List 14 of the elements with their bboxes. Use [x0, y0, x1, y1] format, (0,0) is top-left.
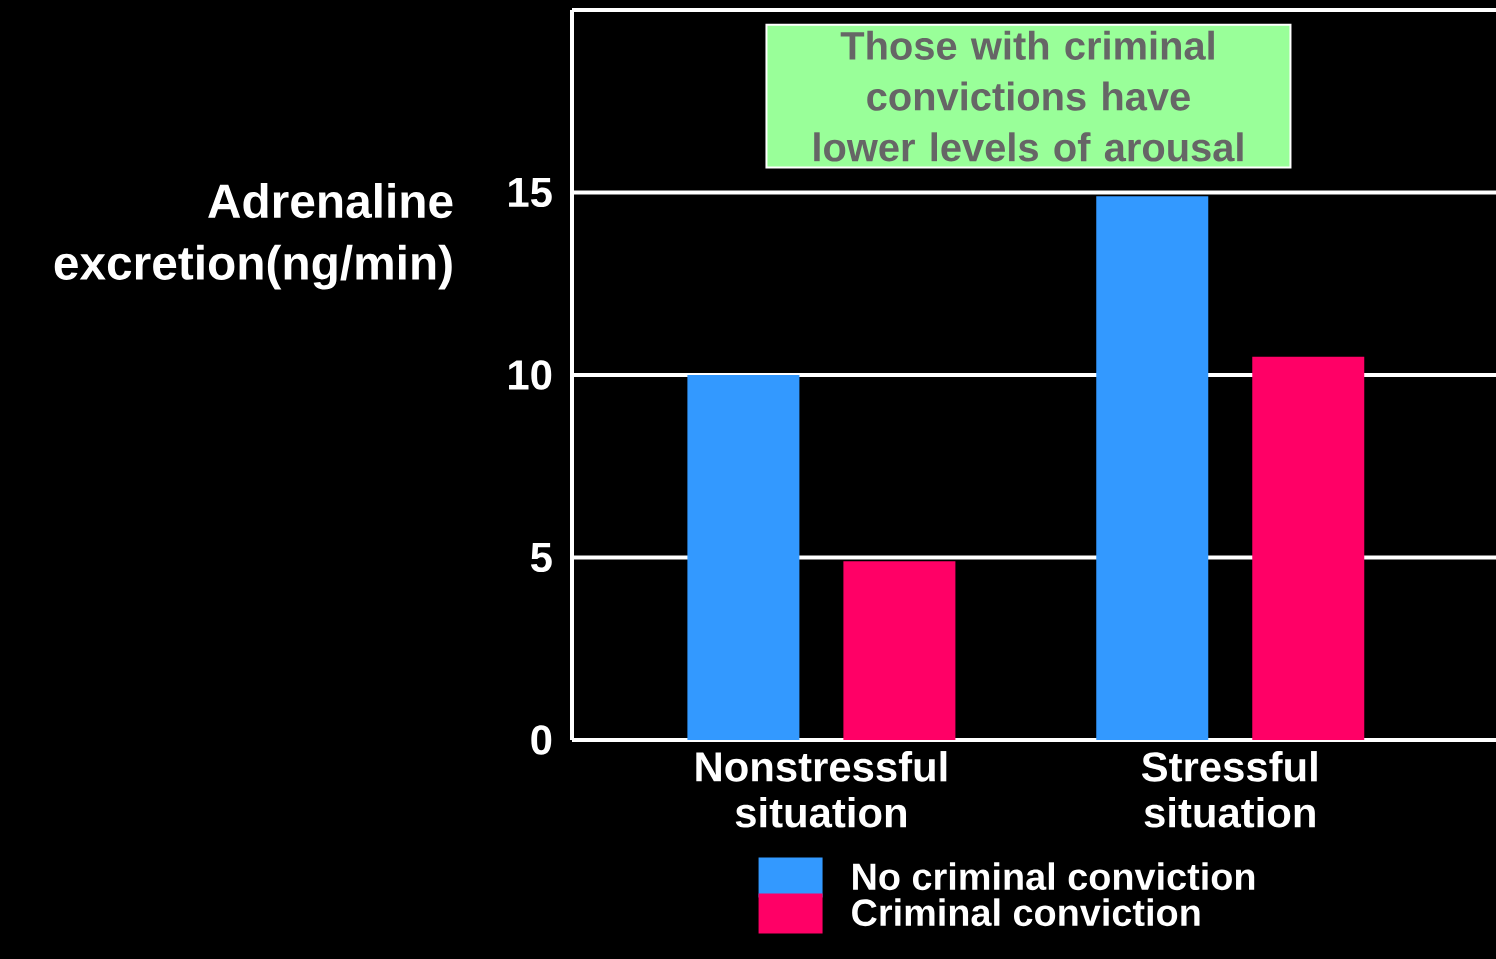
bar — [687, 375, 800, 740]
y-tick-label: 0 — [531, 725, 552, 755]
annotation: Those with criminal convictions have lower levels of arousal — [814, 30, 1243, 162]
y-axis-title: Adrenaline excretion(ng/min) — [54, 183, 453, 290]
legend-label: Criminal conviction — [852, 898, 1200, 927]
y-tick-label: 10 — [509, 360, 552, 390]
x-tick-label: Nonstressful situation — [696, 751, 947, 828]
x-tick-label: Stressful situation — [1141, 751, 1317, 828]
y-tick-label: 15 — [509, 177, 552, 208]
bar — [843, 561, 956, 740]
y-tick-label: 5 — [530, 542, 552, 573]
bar — [1252, 356, 1365, 740]
legend-label: No criminal conviction — [853, 862, 1255, 891]
bar — [1096, 196, 1209, 740]
